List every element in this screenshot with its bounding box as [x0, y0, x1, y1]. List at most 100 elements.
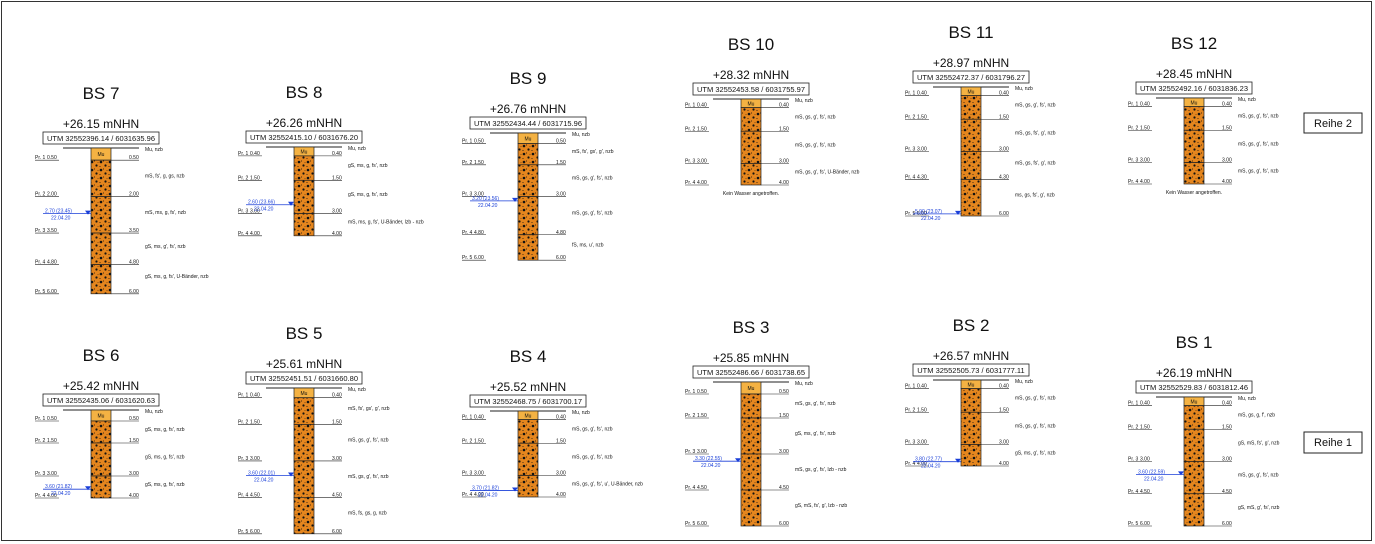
layer-description: mS, fs', gs', g', nzb [348, 406, 390, 412]
sample-id: Pr. 3 [35, 471, 46, 477]
water-level: 3.80 (22.77) [915, 457, 942, 463]
water-level: 2.70 (23.45) [45, 209, 72, 215]
borehole-title: BS 9 [510, 69, 547, 88]
depth-label: 4.30 [999, 174, 1009, 180]
sample-depth: 1.50 [474, 438, 484, 444]
depth-label: 6.00 [999, 211, 1009, 217]
soil-layer [960, 118, 982, 152]
sample-depth: 6.00 [250, 529, 260, 535]
sample-depth: 3.00 [1140, 158, 1150, 164]
soil-layer [517, 475, 539, 498]
layer-description: mS, gs, g', fs', nzb [795, 142, 836, 148]
depth-label: 4.00 [129, 493, 139, 499]
depth-label: 0.50 [129, 155, 139, 161]
depth-label: 1.50 [332, 175, 342, 181]
layer-description: mS, ms, g, fs', U-Bänder, lzb - nzb [348, 220, 424, 226]
sample-depth: 2.00 [47, 192, 57, 198]
layer-description: mS, gs, g', fs', nzb [572, 211, 613, 217]
sample-depth: 0.50 [697, 389, 707, 395]
soil-layer [90, 159, 112, 197]
groundwater-icon [85, 210, 91, 215]
groundwater-icon [512, 197, 518, 202]
groundwater-icon [85, 486, 91, 491]
sample-depth: 4.00 [1140, 179, 1150, 185]
depth-label: 1.50 [999, 114, 1009, 120]
mu-label: Mu [1191, 100, 1198, 106]
sample-depth: 0.40 [250, 151, 260, 157]
sample-id: Pr. 2 [1128, 125, 1139, 131]
soil-layer [293, 497, 315, 535]
layer-description: Mu, nzb [1238, 396, 1256, 402]
sample-depth: 4.50 [1140, 489, 1150, 495]
sample-depth: 1.50 [917, 114, 927, 120]
sample-id: Pr. 2 [905, 114, 916, 120]
sample-id: Pr. 1 [238, 393, 249, 399]
depth-label: 4.80 [556, 230, 566, 236]
soil-layer [1183, 428, 1205, 462]
mu-label: Mu [301, 391, 308, 397]
layer-description: mS, gs, g', fs', nzb [1238, 473, 1279, 479]
soil-layer [740, 107, 762, 132]
sample-id: Pr. 3 [462, 192, 473, 198]
soil-layer [293, 155, 315, 181]
layer-description: gS, ms, g', fs', nzb [795, 431, 836, 437]
sample-id: Pr. 2 [462, 438, 473, 444]
sample-depth: 1.50 [47, 438, 57, 444]
layer-description: Mu, nzb [1238, 97, 1256, 103]
layer-description: gS, ms, g, fs', U-Bänder, nzb [145, 274, 209, 280]
borehole-bs-12: BS 12 +28.45 mNHN UTM 32552492.16 / 603183… [1128, 34, 1279, 196]
layer-description: mS, gs, g, f', nzb [1238, 412, 1275, 418]
layer-description: Mu, nzb [572, 132, 590, 138]
layer-description: fS, ms, u', nzb [572, 242, 604, 248]
sample-depth: 3.00 [697, 449, 707, 455]
soil-layer [517, 196, 539, 236]
depth-label: 0.40 [1222, 401, 1232, 407]
depth-label: 1.50 [556, 438, 566, 444]
depth-label: 0.40 [779, 103, 789, 109]
soil-layer [1183, 162, 1205, 185]
depth-label: 0.50 [779, 389, 789, 395]
soil-layer [1183, 405, 1205, 430]
soil-layer [1183, 461, 1205, 495]
sample-id: Pr. 2 [685, 126, 696, 132]
sample-depth: 4.30 [917, 174, 927, 180]
depth-label: 0.40 [1222, 102, 1232, 108]
sample-id: Pr. 4 [905, 174, 916, 180]
depth-label: 3.00 [556, 192, 566, 198]
soil-layer [293, 460, 315, 498]
water-level: 3.70 (21.82) [472, 486, 499, 492]
sample-id: Pr. 4 [35, 493, 46, 499]
mu-label: Mu [301, 149, 308, 155]
layer-description: mS, fs', gs', g', nzb [572, 149, 614, 155]
mu-label: Mu [98, 152, 105, 158]
water-date: 22.04.20 [254, 477, 274, 483]
depth-label: 1.50 [1222, 424, 1232, 430]
sample-id: Pr. 4 [685, 180, 696, 186]
depth-label: 3.00 [556, 471, 566, 477]
sample-depth: 3.00 [917, 440, 927, 446]
water-date: 22.04.20 [1144, 476, 1164, 482]
sample-id: Pr. 5 [1128, 521, 1139, 527]
sample-id: Pr. 3 [238, 456, 249, 462]
utm-box [1135, 81, 1253, 95]
sample-depth: 0.40 [474, 415, 484, 421]
layer-description: mS, gs, g', fs', nzb [572, 426, 613, 432]
reihe-1-text: Reihe 1 [1314, 437, 1352, 449]
depth-label: 6.00 [332, 529, 342, 535]
sample-depth: 1.50 [697, 413, 707, 419]
layer-description: gS, ms, g, fs', nzb [348, 192, 388, 198]
soil-layer [293, 397, 315, 425]
borehole-bs-9: BS 9 +26.76 mNHN UTM 32552434.44 / 6031715… [462, 69, 614, 261]
depth-label: 3.00 [332, 456, 342, 462]
layer-description: ms, gs, fs', g', nzb [1015, 193, 1055, 199]
sample-id: Pr. 3 [1128, 457, 1139, 463]
depth-label: 4.00 [779, 180, 789, 186]
borehole-bs-2: BS 2 +26.57 mNHN UTM 32552505.73 / 6031777… [905, 316, 1056, 470]
borehole-bs-1: BS 1 +26.19 mNHN UTM 32552529.83 / 6031812… [1128, 333, 1280, 527]
sample-depth: 0.40 [1140, 401, 1150, 407]
soil-layer [517, 442, 539, 476]
layer-description: mS, gs, g', fs', nzb [572, 176, 613, 182]
depth-label: 6.00 [779, 521, 789, 527]
sample-id: Pr. 2 [35, 192, 46, 198]
sample-depth: 4.80 [47, 260, 57, 266]
